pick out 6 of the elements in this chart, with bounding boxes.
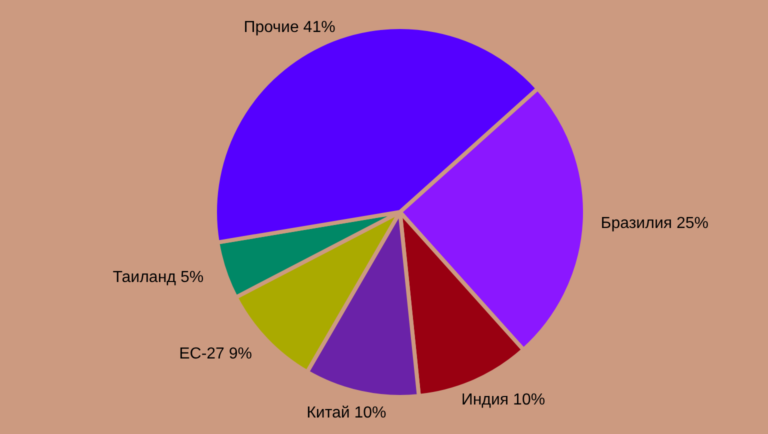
- slice-label: Прочие 41%: [244, 19, 336, 36]
- slice-label: ЕС-27 9%: [179, 346, 252, 363]
- slice-label: Китай 10%: [306, 404, 386, 422]
- slice-label: Индия 10%: [461, 391, 546, 408]
- slice-label: Таиланд 5%: [112, 268, 204, 286]
- slice-label: Бразилия 25%: [600, 215, 709, 232]
